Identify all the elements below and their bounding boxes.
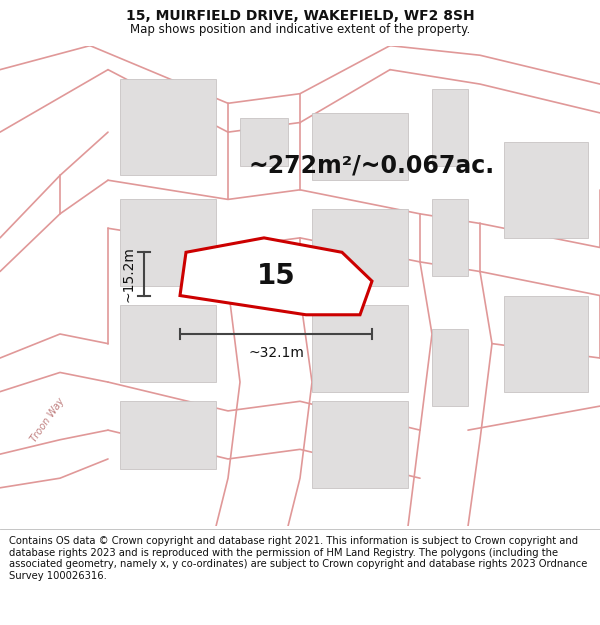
Bar bbox=[504, 142, 588, 238]
Bar bbox=[312, 113, 408, 180]
Text: 15, MUIRFIELD DRIVE, WAKEFIELD, WF2 8SH: 15, MUIRFIELD DRIVE, WAKEFIELD, WF2 8SH bbox=[125, 9, 475, 23]
Bar bbox=[240, 118, 288, 166]
Bar bbox=[120, 79, 216, 176]
Text: 15: 15 bbox=[257, 262, 295, 291]
Bar bbox=[312, 209, 408, 286]
Bar bbox=[120, 401, 216, 469]
Text: Contains OS data © Crown copyright and database right 2021. This information is : Contains OS data © Crown copyright and d… bbox=[9, 536, 587, 581]
Bar bbox=[432, 329, 468, 406]
Text: Troon Way: Troon Way bbox=[29, 397, 67, 444]
Text: Map shows position and indicative extent of the property.: Map shows position and indicative extent… bbox=[130, 24, 470, 36]
Text: ~272m²/~0.067ac.: ~272m²/~0.067ac. bbox=[249, 154, 495, 178]
Bar bbox=[432, 199, 468, 276]
Bar bbox=[504, 296, 588, 392]
Text: ~15.2m: ~15.2m bbox=[121, 246, 135, 302]
Bar bbox=[432, 89, 468, 166]
Bar bbox=[312, 305, 408, 392]
Polygon shape bbox=[180, 238, 372, 315]
Bar bbox=[120, 305, 216, 382]
Bar bbox=[120, 199, 216, 286]
Text: ~32.1m: ~32.1m bbox=[248, 346, 304, 360]
Bar bbox=[312, 401, 408, 488]
